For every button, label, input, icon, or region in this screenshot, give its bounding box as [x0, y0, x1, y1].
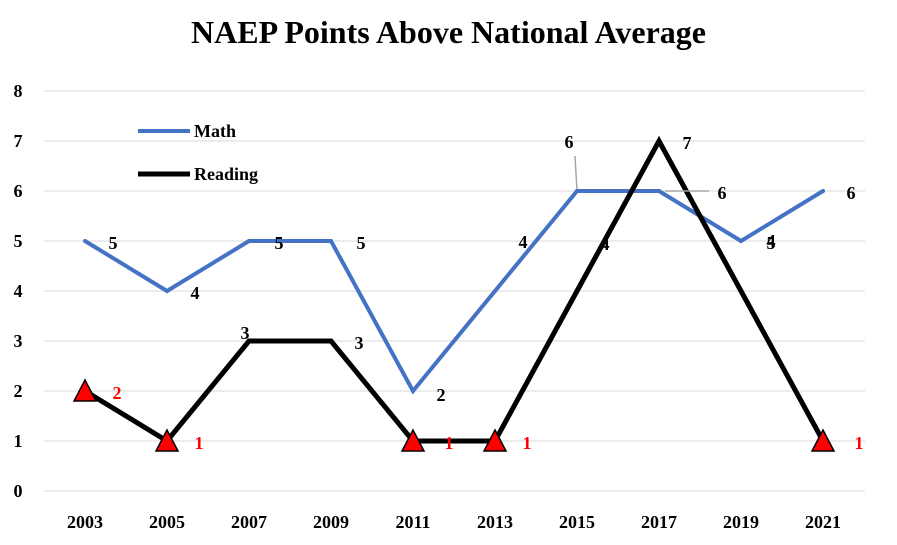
- x-tick-label: 2005: [149, 512, 185, 532]
- math-data-point: [83, 239, 87, 243]
- reading-data-label: 3: [241, 323, 250, 343]
- y-tick-label: 0: [14, 481, 23, 501]
- math-data-point: [247, 239, 251, 243]
- y-tick-label: 3: [14, 331, 23, 351]
- legend-reading-label: Reading: [194, 164, 258, 184]
- math-data-label: 4: [519, 232, 528, 252]
- reading-data-label: 2: [113, 383, 122, 403]
- reading-data-label: 4: [601, 234, 610, 254]
- x-tick-label: 2013: [477, 512, 513, 532]
- reading-data-label: 1: [855, 433, 864, 453]
- math-data-label: 5: [109, 233, 118, 253]
- leader-line: [574, 155, 578, 192]
- reading-data-label: 4: [767, 231, 776, 251]
- reading-marker-triangle: [400, 428, 426, 452]
- x-tick-label: 2015: [559, 512, 595, 532]
- math-data-point: [329, 239, 333, 243]
- chart-title: NAEP Points Above National Average: [191, 14, 706, 50]
- x-tick-label: 2019: [723, 512, 759, 532]
- reading-marker-triangle: [154, 428, 180, 452]
- math-data-label: 6: [847, 183, 856, 203]
- reading-marker-triangle: [482, 428, 508, 452]
- math-data-point: [411, 389, 415, 393]
- math-data-label: 2: [437, 385, 446, 405]
- x-tick-label: 2021: [805, 512, 841, 532]
- reading-marker-triangle: [72, 378, 98, 402]
- math-data-point: [821, 189, 825, 193]
- math-data-label: 5: [275, 233, 284, 253]
- legend-math-label: Math: [194, 121, 236, 141]
- math-data-label: 4: [191, 283, 200, 303]
- x-tick-label: 2003: [67, 512, 103, 532]
- y-tick-label: 6: [14, 181, 23, 201]
- y-tick-label: 7: [14, 131, 23, 151]
- math-data-label: 6: [565, 132, 574, 152]
- math-data-point: [165, 289, 169, 293]
- reading-data-label: 1: [195, 433, 204, 453]
- math-data-label: 5: [767, 233, 776, 253]
- reading-marker-triangle: [810, 428, 836, 452]
- reading-data-label: 1: [445, 433, 454, 453]
- math-data-label: 5: [357, 233, 366, 253]
- reading-data-label: 3: [355, 333, 364, 353]
- math-data-point: [739, 239, 743, 243]
- x-tick-label: 2011: [395, 512, 430, 532]
- reading-data-label: 1: [523, 433, 532, 453]
- y-tick-label: 4: [14, 281, 23, 301]
- math-data-point: [575, 189, 579, 193]
- x-tick-label: 2007: [231, 512, 267, 532]
- reading-series-line: [83, 135, 826, 445]
- math-data-label: 6: [718, 183, 727, 203]
- y-tick-label: 8: [14, 81, 23, 101]
- reading-data-label: 7: [683, 133, 692, 153]
- math-data-point: [493, 289, 497, 293]
- x-tick-label: 2017: [641, 512, 677, 532]
- y-tick-label: 1: [14, 431, 23, 451]
- math-data-point: [657, 189, 661, 193]
- y-tick-label: 2: [14, 381, 23, 401]
- y-tick-label: 5: [14, 231, 23, 251]
- x-tick-label: 2009: [313, 512, 349, 532]
